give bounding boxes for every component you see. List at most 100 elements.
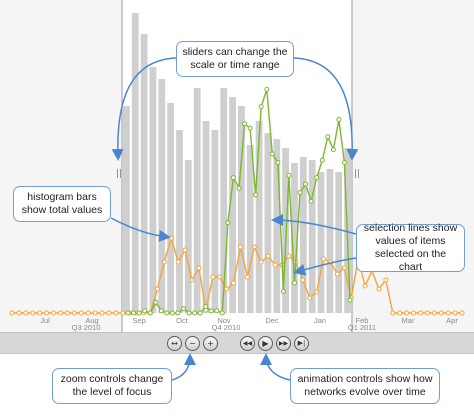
orange-line-point[interactable] xyxy=(459,310,465,316)
green-line-point[interactable] xyxy=(341,160,347,165)
left-slider-handle[interactable]: || xyxy=(116,169,122,179)
zoom-out-button[interactable]: − xyxy=(185,336,200,351)
green-line-point[interactable] xyxy=(253,192,259,198)
orange-line-point[interactable] xyxy=(9,310,15,316)
orange-line-point[interactable] xyxy=(300,277,306,283)
green-line-point[interactable] xyxy=(247,125,253,131)
orange-line-point[interactable] xyxy=(120,310,126,316)
rewind-button[interactable]: ◀◀ xyxy=(240,336,255,351)
orange-line-point[interactable] xyxy=(376,286,382,292)
orange-line-point[interactable] xyxy=(328,259,333,265)
orange-line-point[interactable] xyxy=(189,277,195,283)
orange-line-point[interactable] xyxy=(251,244,257,250)
orange-line-point[interactable] xyxy=(196,265,202,271)
green-line-point[interactable] xyxy=(292,280,297,286)
zoom-in-button[interactable]: + xyxy=(203,336,218,351)
orange-line-point[interactable] xyxy=(383,277,389,283)
end-button[interactable]: ▶| xyxy=(294,336,309,351)
orange-line-point[interactable] xyxy=(106,310,112,316)
green-line-point[interactable] xyxy=(275,160,281,165)
green-line-point[interactable] xyxy=(192,310,198,316)
orange-line-point[interactable] xyxy=(438,310,444,316)
orange-line-point[interactable] xyxy=(231,280,236,286)
orange-line-point[interactable] xyxy=(16,310,22,316)
orange-line-point[interactable] xyxy=(424,310,430,316)
orange-line-point[interactable] xyxy=(37,310,43,316)
green-line-point[interactable] xyxy=(125,310,131,316)
step-forward-button[interactable]: ▶▶ xyxy=(276,336,291,351)
green-line-point[interactable] xyxy=(208,308,214,314)
green-line-point[interactable] xyxy=(286,172,292,178)
green-line-point[interactable] xyxy=(308,198,314,204)
green-line-point[interactable] xyxy=(258,104,264,110)
orange-line-point[interactable] xyxy=(307,295,313,301)
orange-line-point[interactable] xyxy=(161,259,167,265)
green-line-point[interactable] xyxy=(269,151,275,157)
orange-line-point[interactable] xyxy=(244,274,250,280)
orange-line-point[interactable] xyxy=(85,310,91,316)
orange-line-point[interactable] xyxy=(99,310,105,316)
orange-line-point[interactable] xyxy=(71,310,77,316)
orange-line-point[interactable] xyxy=(334,271,340,277)
orange-line-point[interactable] xyxy=(431,310,437,316)
green-line-point[interactable] xyxy=(314,175,320,181)
orange-line-point[interactable] xyxy=(113,310,119,316)
orange-line-point[interactable] xyxy=(238,244,243,250)
orange-line-point[interactable] xyxy=(418,310,423,316)
orange-line-point[interactable] xyxy=(404,310,410,316)
orange-line-point[interactable] xyxy=(445,310,451,316)
orange-line-point[interactable] xyxy=(44,310,50,316)
green-line-point[interactable] xyxy=(169,310,175,316)
green-line-point[interactable] xyxy=(131,310,137,316)
green-line-point[interactable] xyxy=(203,304,209,310)
orange-line-point[interactable] xyxy=(58,310,63,316)
green-line-point[interactable] xyxy=(136,310,142,316)
green-line-point[interactable] xyxy=(214,308,220,314)
green-line-point[interactable] xyxy=(325,134,331,140)
orange-line-point[interactable] xyxy=(390,310,396,316)
green-line-point[interactable] xyxy=(197,310,203,316)
orange-line-point[interactable] xyxy=(321,256,326,262)
green-line-point[interactable] xyxy=(186,310,192,316)
orange-line-point[interactable] xyxy=(258,259,264,265)
green-line-point[interactable] xyxy=(158,308,164,314)
green-line-point[interactable] xyxy=(336,117,342,122)
orange-line-point[interactable] xyxy=(51,310,56,316)
green-line-point[interactable] xyxy=(181,306,186,312)
green-line-point[interactable] xyxy=(330,147,336,153)
orange-line-point[interactable] xyxy=(341,265,347,271)
green-line-point[interactable] xyxy=(236,185,242,191)
green-line-point[interactable] xyxy=(225,220,231,226)
green-line-point[interactable] xyxy=(219,310,225,316)
orange-line-point[interactable] xyxy=(210,274,216,280)
orange-line-point[interactable] xyxy=(182,247,188,253)
green-line-point[interactable] xyxy=(147,310,153,316)
green-line-point[interactable] xyxy=(347,297,353,303)
orange-line-point[interactable] xyxy=(286,253,292,259)
orange-line-point[interactable] xyxy=(452,310,458,316)
right-slider-handle[interactable]: || xyxy=(354,169,360,179)
orange-line-point[interactable] xyxy=(23,310,29,316)
orange-line-point[interactable] xyxy=(265,253,271,259)
green-line-point[interactable] xyxy=(303,181,309,187)
orange-line-point[interactable] xyxy=(175,259,181,265)
orange-line-point[interactable] xyxy=(217,274,223,280)
orange-line-point[interactable] xyxy=(64,310,70,316)
orange-line-point[interactable] xyxy=(272,262,278,268)
orange-line-point[interactable] xyxy=(78,310,84,316)
orange-line-point[interactable] xyxy=(397,310,403,316)
zoom-fit-button[interactable]: ↔ xyxy=(167,336,182,351)
green-line-point[interactable] xyxy=(297,190,303,196)
orange-line-point[interactable] xyxy=(92,310,98,316)
orange-line-point[interactable] xyxy=(314,289,320,295)
orange-line-point[interactable] xyxy=(168,235,174,241)
green-line-point[interactable] xyxy=(175,310,181,316)
green-line-point[interactable] xyxy=(242,121,248,127)
orange-line-point[interactable] xyxy=(154,286,160,292)
play-button[interactable]: ▶ xyxy=(258,336,273,351)
orange-line-point[interactable] xyxy=(411,310,416,316)
green-line-point[interactable] xyxy=(319,157,325,163)
orange-line-point[interactable] xyxy=(30,310,36,316)
green-line-point[interactable] xyxy=(142,308,148,314)
green-line-point[interactable] xyxy=(153,299,159,305)
